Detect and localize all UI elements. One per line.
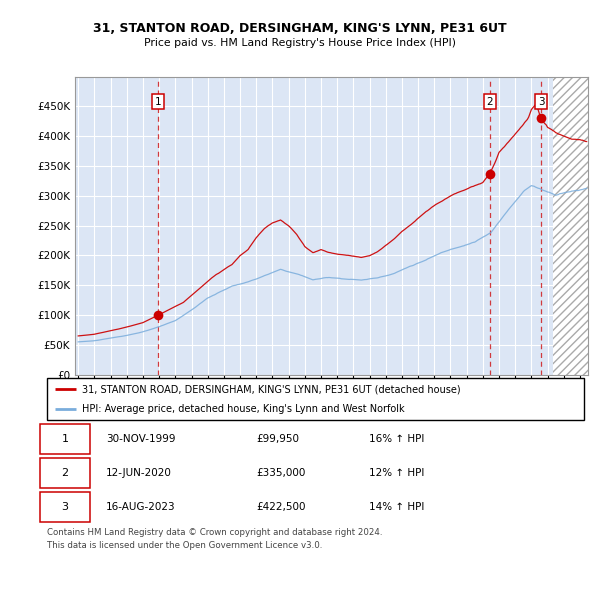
Text: 31, STANTON ROAD, DERSINGHAM, KING'S LYNN, PE31 6UT: 31, STANTON ROAD, DERSINGHAM, KING'S LYN… [93, 22, 507, 35]
Text: HPI: Average price, detached house, King's Lynn and West Norfolk: HPI: Average price, detached house, King… [82, 404, 404, 414]
Text: 16-AUG-2023: 16-AUG-2023 [106, 503, 175, 512]
Text: Contains HM Land Registry data © Crown copyright and database right 2024.
This d: Contains HM Land Registry data © Crown c… [47, 528, 382, 550]
Bar [553, 77, 588, 375]
Text: 12-JUN-2020: 12-JUN-2020 [106, 468, 172, 478]
Text: £422,500: £422,500 [256, 503, 306, 512]
Text: 16% ↑ HPI: 16% ↑ HPI [369, 434, 424, 444]
Text: 2: 2 [487, 97, 493, 107]
FancyBboxPatch shape [40, 424, 90, 454]
Text: £99,950: £99,950 [256, 434, 299, 444]
Text: 12% ↑ HPI: 12% ↑ HPI [369, 468, 424, 478]
Text: 3: 3 [538, 97, 545, 107]
Text: 30-NOV-1999: 30-NOV-1999 [106, 434, 175, 444]
Text: 2: 2 [61, 468, 68, 478]
Bar [553, 77, 588, 375]
Text: 1: 1 [154, 97, 161, 107]
Text: 14% ↑ HPI: 14% ↑ HPI [369, 503, 424, 512]
FancyBboxPatch shape [40, 492, 90, 523]
Text: 1: 1 [62, 434, 68, 444]
FancyBboxPatch shape [40, 458, 90, 489]
Bar [553, 77, 588, 375]
Text: 31, STANTON ROAD, DERSINGHAM, KING'S LYNN, PE31 6UT (detached house): 31, STANTON ROAD, DERSINGHAM, KING'S LYN… [82, 384, 460, 394]
FancyBboxPatch shape [47, 378, 584, 420]
Text: £335,000: £335,000 [256, 468, 305, 478]
Text: Price paid vs. HM Land Registry's House Price Index (HPI): Price paid vs. HM Land Registry's House … [144, 38, 456, 48]
Text: 3: 3 [62, 503, 68, 512]
